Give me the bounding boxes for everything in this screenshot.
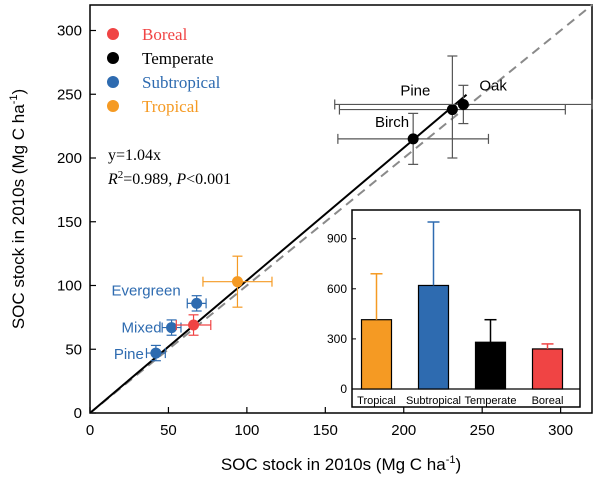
y-axis-title: SOC stock in 2010s (Mg C ha-1)	[8, 89, 28, 329]
point-label: Pine	[114, 346, 144, 363]
fit-stats: R2=0.989, P<0.001	[107, 169, 231, 188]
inset-y-tick-label: 0	[340, 382, 347, 396]
legend-label: Tropical	[142, 97, 199, 116]
y-tick-label: 150	[57, 214, 82, 231]
r2-symbol: R	[107, 171, 118, 188]
x-axis-title-main: SOC stock in 2010s (Mg C ha	[221, 455, 446, 474]
inset-bar-subtropical: Subtropical	[406, 221, 461, 407]
data-point-temperate	[334, 84, 593, 125]
inset-bar-boreal: Boreal	[531, 343, 564, 407]
point-marker	[166, 322, 178, 334]
point-marker	[191, 297, 203, 309]
x-tick-label: 100	[234, 422, 259, 439]
x-tick-label: 150	[313, 422, 338, 439]
inset-y-tick-label: 600	[327, 282, 347, 296]
data-point-temperate	[337, 112, 490, 165]
legend-marker	[107, 28, 119, 40]
r2-superscript: 2	[118, 169, 124, 181]
legend-marker	[107, 52, 119, 64]
data-point-subtropical	[186, 295, 207, 312]
data-point-temperate	[338, 55, 566, 159]
p-value: <0.001	[186, 171, 231, 188]
y-axis-title-sup: -1	[8, 95, 20, 105]
x-tick-label: 200	[391, 422, 416, 439]
r2-value: =0.989,	[123, 171, 176, 188]
point-marker	[231, 276, 243, 288]
x-axis-title-close: )	[455, 455, 461, 474]
inset-bar	[474, 341, 507, 390]
point-labels: Pine Oak Birch Evergreen Mixed Pine	[111, 77, 507, 363]
one-to-one-reference-line	[89, 4, 593, 414]
x-tick-label: 300	[548, 422, 573, 439]
legend-label: Temperate	[142, 49, 214, 68]
lines	[89, 4, 593, 414]
plot-frame	[89, 4, 593, 414]
y-tick-label: 250	[57, 86, 82, 103]
point-label: Pine	[400, 83, 430, 100]
inset-category-label: Subtropical	[406, 395, 461, 407]
y-tick-label: 300	[57, 23, 82, 40]
inset-y-tick-label: 300	[327, 332, 347, 346]
legend: Boreal Temperate Subtropical Tropical	[107, 25, 221, 116]
point-label: Mixed	[122, 320, 162, 337]
legend-marker	[107, 76, 119, 88]
inset-category-label: Temperate	[465, 395, 517, 407]
point-marker	[446, 104, 458, 116]
inset-bar-chart: 0 300 600 900 Tropical Subtropical Temperate B…	[327, 209, 581, 408]
point-marker	[407, 133, 419, 145]
inset-bar	[531, 348, 564, 390]
inset-bar	[360, 319, 393, 390]
legend-label: Subtropical	[142, 73, 221, 92]
y-tick-label: 200	[57, 150, 82, 167]
x-axis-title: SOC stock in 2010s (Mg C ha-1)	[221, 454, 461, 474]
inset-bar-tropical: Tropical	[357, 273, 396, 407]
inset-category-label: Tropical	[357, 395, 396, 407]
point-label: Birch	[375, 114, 409, 131]
regression-fit-line	[89, 93, 468, 414]
x-axis-title-sup: -1	[446, 454, 456, 466]
legend-marker	[107, 100, 119, 112]
point-label: Oak	[479, 77, 507, 94]
point-marker	[188, 319, 200, 331]
y-axis-title-main: SOC stock in 2010s (Mg C ha	[9, 104, 28, 329]
inset-bar	[417, 284, 450, 390]
inset-bars: Tropical Subtropical Temperate Boreal	[357, 221, 564, 407]
fit-equation: y=1.04x	[108, 147, 161, 164]
inset-y-tick-label: 900	[327, 232, 347, 246]
axes: 0 50 100 150 200 250 300 0 50 100 150 200 250 300	[57, 23, 573, 440]
y-axis-title-close: )	[9, 89, 28, 95]
y-tick-label: 50	[65, 341, 82, 358]
y-tick-label: 0	[74, 405, 82, 422]
inset-bar-temperate: Temperate	[465, 318, 517, 407]
p-symbol: P	[175, 171, 186, 188]
inset-category-label: Boreal	[532, 395, 564, 407]
point-marker	[150, 347, 162, 359]
point-label: Evergreen	[111, 282, 180, 299]
point-marker	[457, 98, 469, 110]
x-tick-label: 0	[86, 422, 94, 439]
data-points	[145, 55, 593, 362]
data-point-tropical	[202, 255, 273, 308]
legend-label: Boreal	[142, 25, 188, 44]
data-point-subtropical	[145, 344, 166, 362]
data-point-boreal	[175, 314, 212, 336]
data-point-subtropical	[161, 319, 182, 336]
x-tick-label: 50	[160, 422, 177, 439]
y-tick-label: 100	[57, 278, 82, 295]
x-tick-label: 250	[470, 422, 495, 439]
